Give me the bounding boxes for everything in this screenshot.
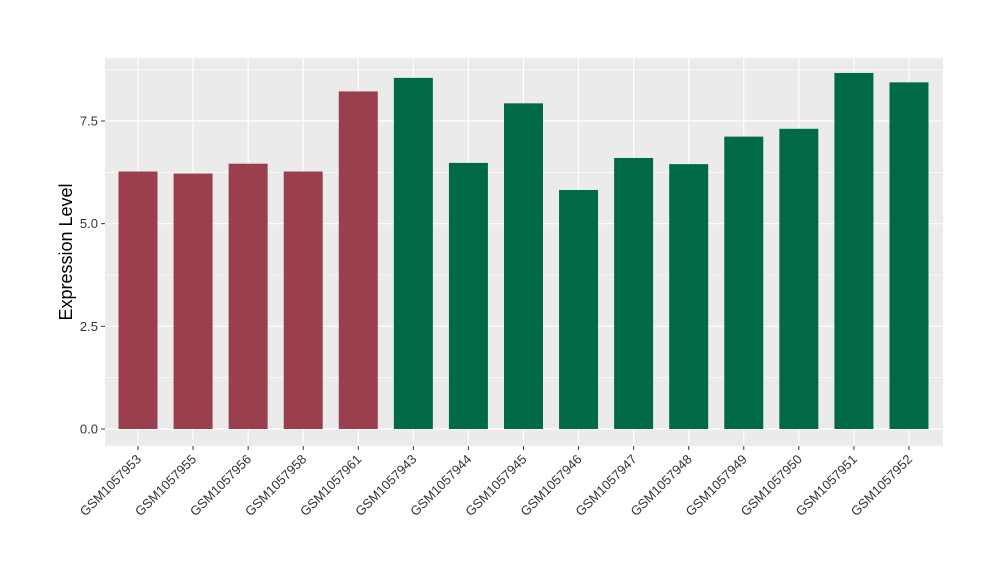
y-tick-label: 2.5 — [80, 319, 98, 334]
y-tick-label: 5.0 — [80, 216, 98, 231]
bars — [118, 72, 929, 430]
y-tick-label: 7.5 — [80, 114, 98, 129]
bar-GSM1057953 — [118, 171, 158, 429]
bar-GSM1057944 — [448, 162, 488, 429]
bar-GSM1057950 — [779, 128, 819, 429]
bar-GSM1057951 — [834, 72, 874, 430]
bar-GSM1057946 — [559, 189, 599, 429]
y-axis: 0.0 2.5 5.0 7.5 — [80, 114, 105, 437]
y-tick-label: 0.0 — [80, 422, 98, 437]
y-axis-title: Expression Level — [56, 183, 76, 320]
bar-GSM1057949 — [724, 136, 764, 429]
bar-GSM1057945 — [503, 103, 543, 429]
x-axis: GSM1057953GSM1057955GSM1057956GSM1057958… — [77, 446, 915, 519]
bar-GSM1057961 — [338, 91, 378, 429]
bar-GSM1057956 — [228, 163, 268, 429]
bar-GSM1057948 — [669, 164, 709, 429]
bar-GSM1057958 — [283, 171, 323, 429]
bar-GSM1057947 — [614, 157, 654, 429]
bar-GSM1057952 — [889, 82, 929, 429]
bar-GSM1057955 — [173, 173, 213, 429]
bar-GSM1057943 — [393, 77, 433, 429]
